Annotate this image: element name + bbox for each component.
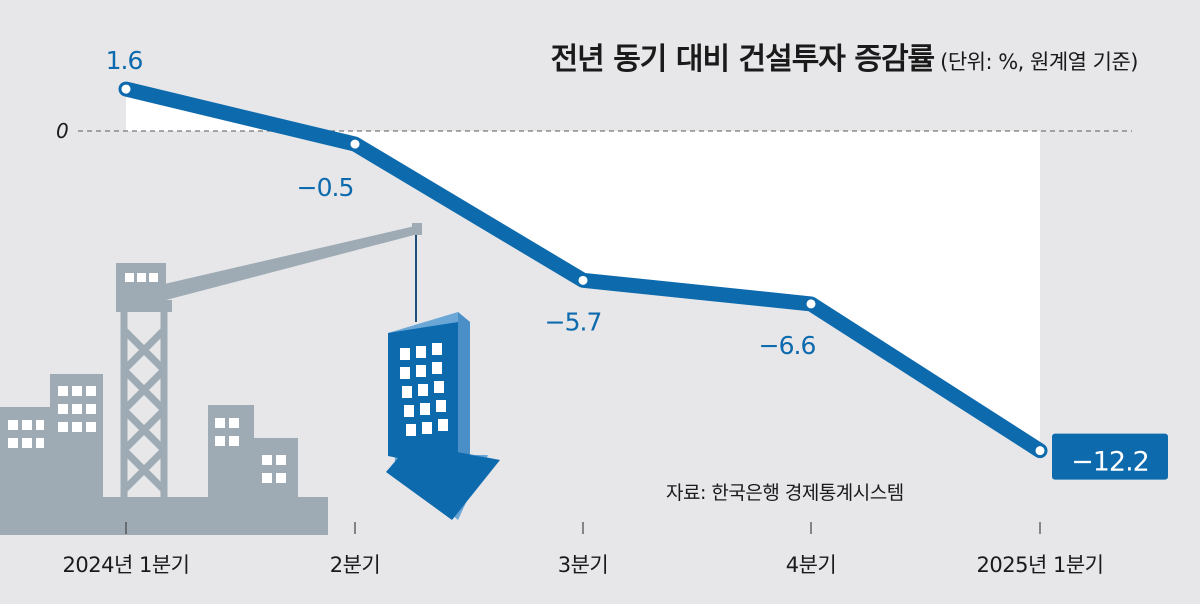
value-label-0: 1.6 (106, 46, 143, 75)
chart-title-block: 전년 동기 대비 건설투자 증감률 (단위: %, 원계열 기준) (550, 34, 1139, 78)
x-label-2: 3분기 (558, 553, 609, 577)
data-point-1 (348, 137, 362, 151)
x-axis-labels: 2024년 1분기 2분기 3분기 4분기 2025년 1분기 (63, 553, 1104, 577)
falling-building-arrow-icon (386, 312, 500, 520)
unit-note: (단위: %, 원계열 기준) (940, 50, 1138, 74)
construction-illustration (0, 223, 422, 535)
value-label-4: −12.2 (1071, 447, 1149, 478)
data-point-0 (119, 82, 133, 96)
last-value-highlight (1052, 433, 1168, 480)
data-markers (119, 82, 1047, 458)
x-label-3: 4분기 (786, 553, 837, 577)
x-label-4: 2025년 1분기 (977, 553, 1104, 577)
x-label-1: 2분기 (330, 553, 381, 577)
value-label-1: −0.5 (297, 173, 354, 202)
building-windows (8, 273, 286, 483)
source-note: 자료: 한국은행 경제통계시스템 (666, 482, 904, 504)
value-label-2: −5.7 (545, 307, 602, 336)
data-point-3 (804, 297, 818, 311)
x-axis-ticks (125, 522, 1041, 534)
positive-area (126, 89, 1040, 451)
value-labels: 1.6 −0.5 −5.7 −6.6 −12.2 (106, 46, 1150, 478)
data-point-2 (576, 273, 590, 287)
chart-title: 전년 동기 대비 건설투자 증감률 (550, 42, 936, 77)
x-label-0: 2024년 1분기 (63, 553, 190, 577)
zero-label: 0 (56, 119, 69, 143)
data-point-4 (1033, 444, 1047, 458)
value-label-3: −6.6 (759, 331, 816, 360)
